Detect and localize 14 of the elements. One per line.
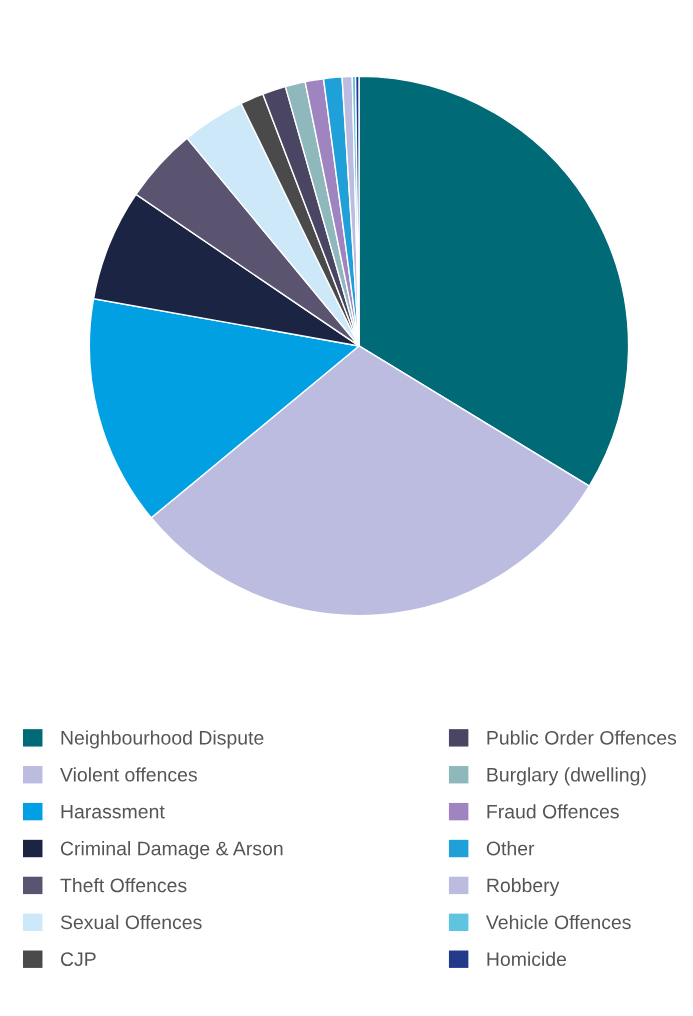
legend-label: Other [486,841,535,856]
legend-label: Neighbourhood Dispute [61,730,264,749]
legend-label: Homicide [487,951,567,967]
legend-label: Criminal Damage & Arson [60,841,283,860]
legend-label: Vehicle Offences [485,914,631,930]
legend-label: Robbery [487,877,560,897]
legend-label: Harassment [61,804,165,819]
legend-label: CJP [60,952,96,967]
legend-label: Sexual Offences [60,914,202,930]
legend-label: Burglary (dwelling) [487,767,646,786]
legend-label: Public Order Offences [487,730,677,745]
legend-label: Theft Offences [60,877,187,893]
legend-label: Fraud Offences [487,804,619,819]
legend-label: Violent offences [60,767,197,782]
